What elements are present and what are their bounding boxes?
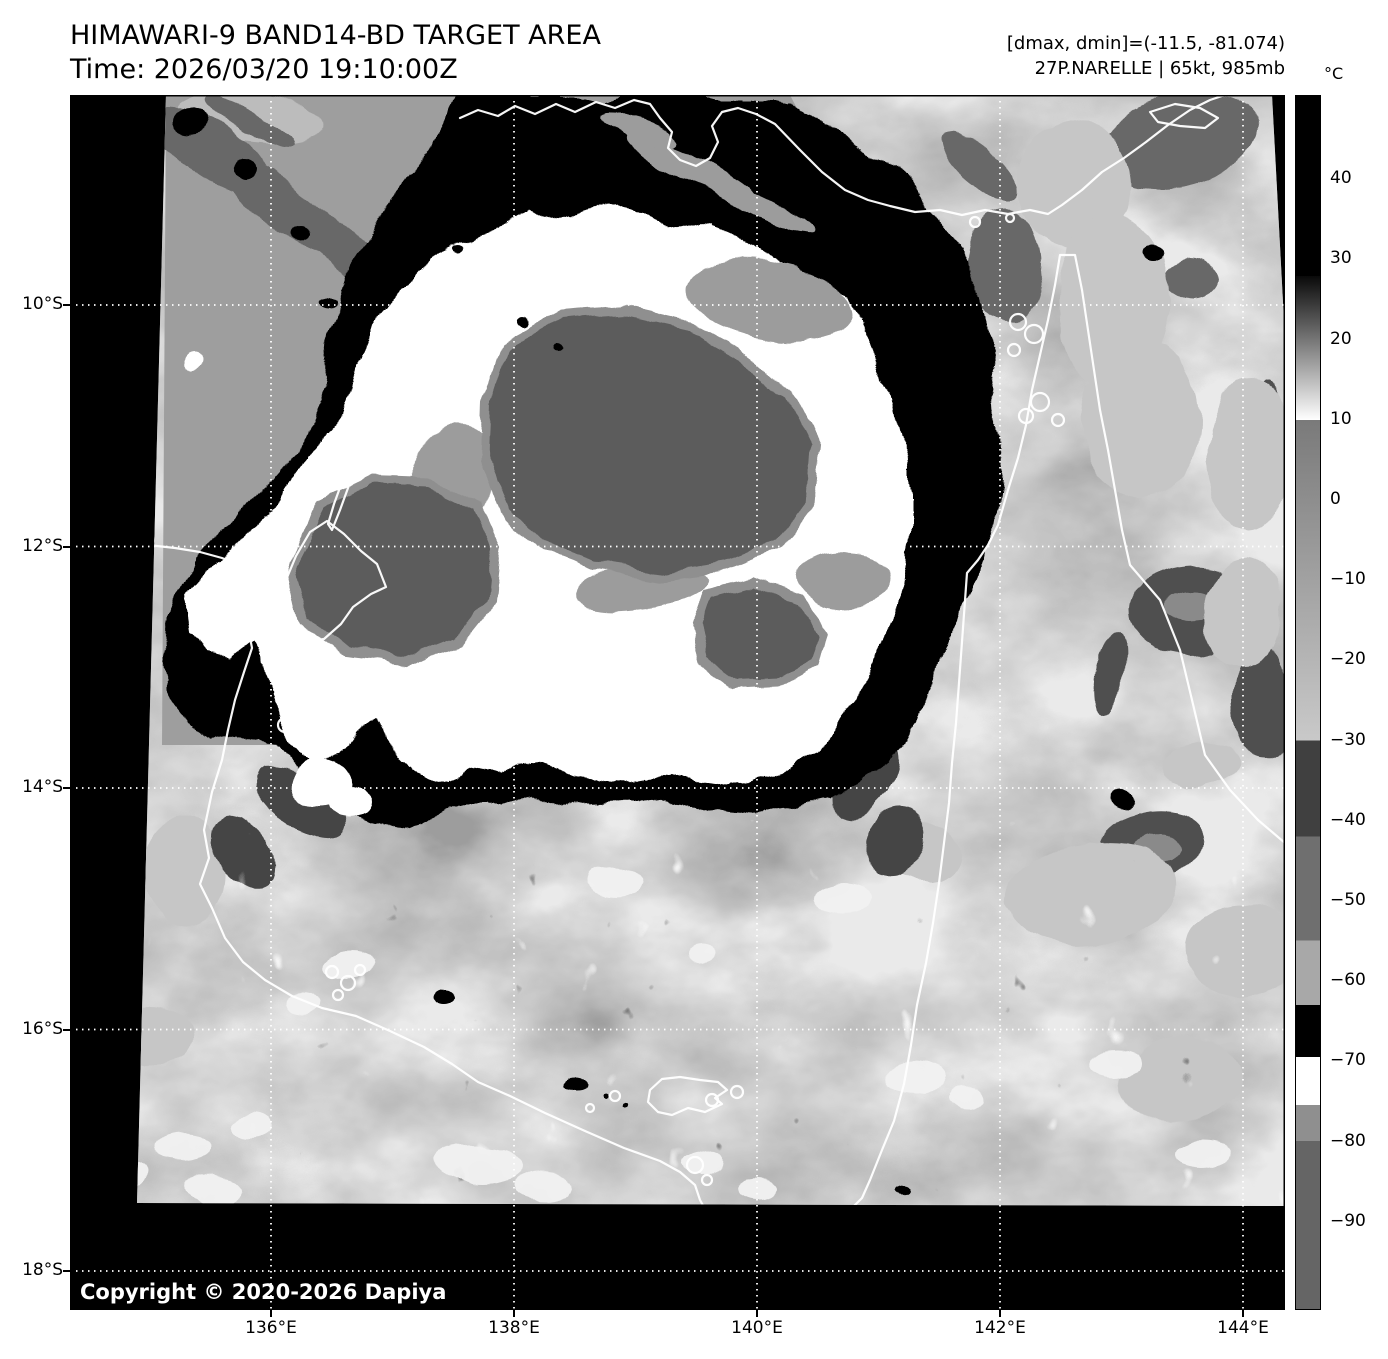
colorbar-tick-label: 40 (1330, 168, 1352, 189)
colorbar-tick-label: −30 (1330, 729, 1366, 750)
coastlines (137, 95, 1285, 1206)
cdo-white-fragments (185, 353, 370, 818)
colorbar-tick-label: −60 (1330, 970, 1366, 991)
lat-tick-label: 14°S (22, 777, 63, 797)
lon-tick-mark (1242, 1310, 1244, 1317)
gridlines (70, 95, 1285, 1310)
plot-border (70, 95, 1285, 1310)
dark-speckle-field-lower (300, 850, 1200, 1205)
lat-tick-label: 10°S (22, 294, 63, 314)
colorbar-tick-label: −50 (1330, 889, 1366, 910)
lon-tick-mark (999, 1310, 1001, 1317)
island-outline-ng-east (1148, 102, 1220, 130)
lat-tick-label: 16°S (22, 1018, 63, 1039)
colorbar-tick-label: 10 (1330, 408, 1352, 429)
cold-core-west (287, 475, 502, 667)
lat-tick-mark (63, 787, 70, 789)
lon-tick-label: 140°E (731, 1318, 783, 1338)
colorbar-tick-label: −10 (1330, 569, 1366, 590)
page-title: HIMAWARI-9 BAND14-BD TARGET AREA (70, 20, 601, 51)
lon-tick-mark (270, 1310, 272, 1317)
colorbar-tick-label: 0 (1330, 489, 1341, 509)
colorbar-tick-label: −40 (1330, 809, 1366, 830)
lon-tick-label: 138°E (488, 1318, 540, 1338)
colorbar (1295, 95, 1321, 1310)
lon-tick-mark (756, 1310, 758, 1317)
satellite-image (70, 95, 1285, 1310)
lat-tick-label: 18°S (22, 1260, 63, 1280)
colorbar-tick-label: 30 (1330, 248, 1352, 269)
lon-tick-label: 144°E (1217, 1318, 1269, 1338)
coastline-mainland (137, 253, 1285, 1206)
cold-core-southeast (689, 577, 829, 690)
lat-tick-mark (63, 1270, 70, 1272)
colorbar-tick-label: −20 (1330, 649, 1366, 670)
lat-tick-mark (63, 1028, 70, 1031)
lat-tick-mark (63, 304, 70, 306)
cold-core-blobs (287, 305, 829, 690)
colorbar-tick-label: −90 (1330, 1210, 1366, 1231)
storm-info-label: 27P.NARELLE | 65kt, 985mb (1034, 58, 1285, 79)
lon-tick-label: 142°E (974, 1318, 1026, 1338)
lon-tick-mark (513, 1310, 515, 1317)
island-outline-wessel (326, 434, 368, 532)
lat-tick-mark (63, 545, 70, 548)
lat-tick-label: 12°S (22, 535, 63, 556)
colorbar-tick-label: −70 (1330, 1050, 1366, 1071)
island-outline-groote (269, 519, 388, 644)
cold-core-central (480, 305, 820, 580)
timestamp-label: Time: 2026/03/20 19:10:00Z (70, 54, 458, 85)
lon-tick-label: 136°E (245, 1318, 297, 1338)
copyright-label: Copyright © 2020-2026 Dapiya (80, 1280, 447, 1304)
satellite-plot (70, 95, 1285, 1310)
coastline-new-guinea (458, 95, 1224, 217)
colorbar-tick-label: 20 (1330, 328, 1352, 349)
colorbar-tick-label: −80 (1330, 1130, 1366, 1151)
colorbar-unit-label: °C (1324, 64, 1344, 83)
dmax-dmin-label: [dmax, dmin]=(-11.5, -81.074) (1006, 33, 1285, 54)
